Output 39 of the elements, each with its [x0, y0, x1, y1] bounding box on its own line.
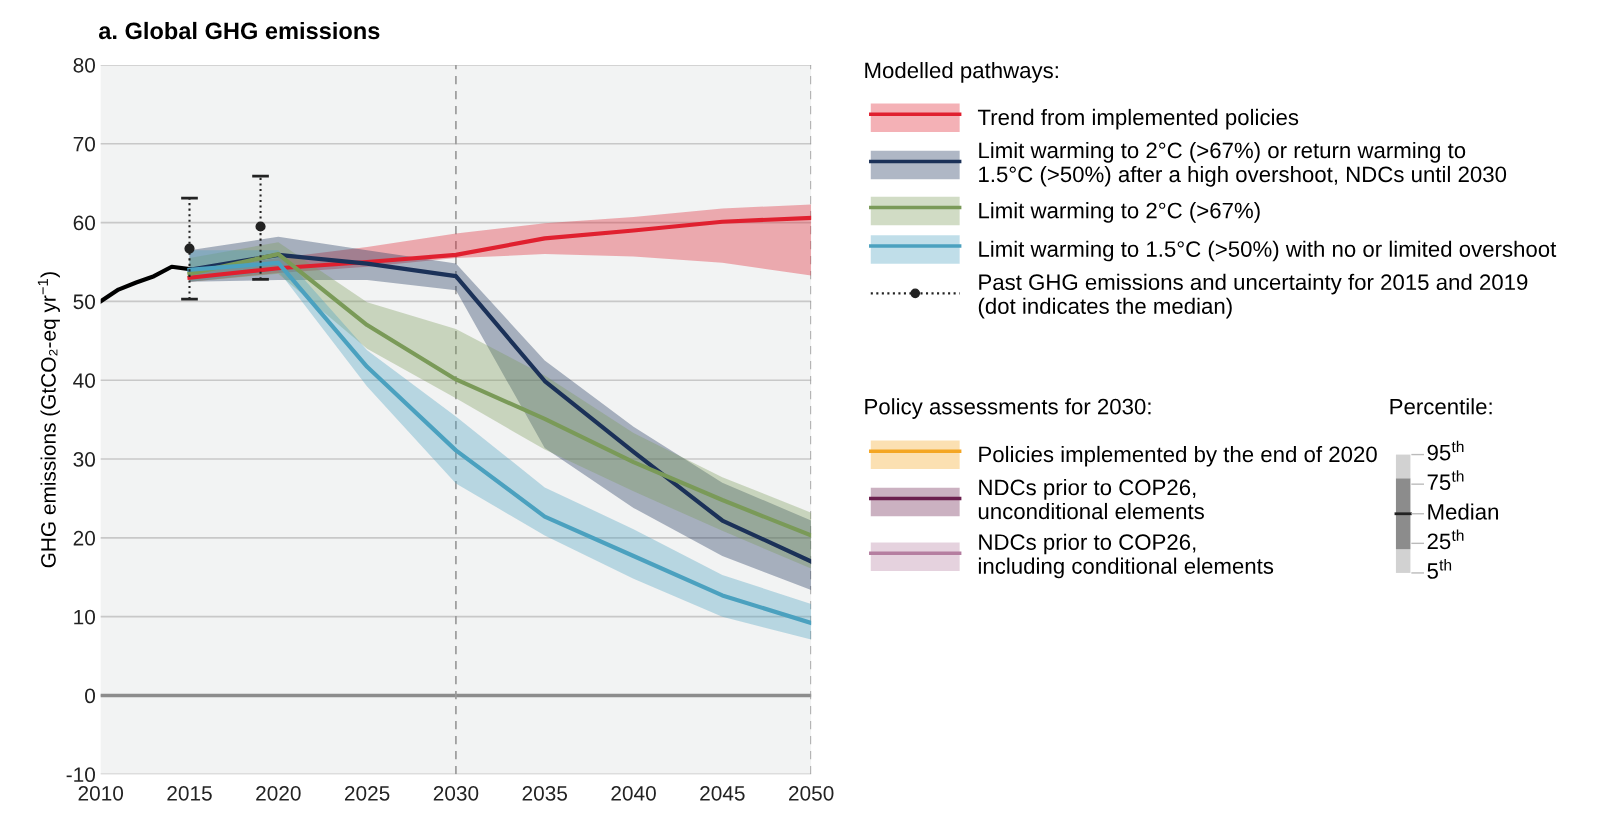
legend-label: Trend from implemented policies	[977, 108, 1299, 130]
text: 25$^{th}$	[1427, 529, 1464, 550]
legend-label: NDCs prior to COP26, including conditional elements	[978, 533, 1274, 579]
y-tick-label: 70	[73, 136, 96, 152]
x-tick-label: 2035	[522, 785, 568, 801]
x-tick-label: 2010	[78, 785, 124, 801]
text: Modelled pathways:	[865, 61, 1058, 83]
x-tick-label: 2025	[344, 785, 390, 801]
y-tick-label: 20	[73, 530, 96, 546]
legend-label: Limit warming to 2°C (>67%)	[979, 202, 1260, 223]
text: 5$^{th}$	[1427, 559, 1452, 579]
y-tick-label: 40	[73, 373, 96, 388]
chart-title: a. Global GHG emissions	[98, 21, 380, 40]
y-tick-label: 10	[74, 609, 96, 625]
y-tick-label: 80	[73, 57, 96, 73]
x-tick-label: 2045	[700, 785, 745, 801]
x-tick-label: 2050	[789, 785, 834, 801]
text: 75$^{th}$	[1427, 470, 1464, 491]
x-tick-label: 2020	[256, 785, 301, 801]
y-tick-label: -10	[66, 767, 96, 783]
text: Percentile:	[1390, 398, 1492, 415]
y-tick-label: 50	[73, 294, 96, 310]
x-tick-label: 2030	[433, 785, 479, 801]
x-tick-label: 2040	[611, 785, 656, 801]
y-tick-label: 0	[85, 688, 96, 704]
line-series	[187, 215, 812, 280]
x-tick-label: 2015	[167, 785, 212, 801]
legend-label: Past GHG emissions and uncertainty for 2015 and 2019 (dot indicates the median)	[978, 273, 1528, 319]
text: Policy assessments for 2030:	[865, 398, 1151, 419]
y-tick-label: 60	[73, 215, 96, 231]
legend-label: Limit warming to 1.5°C (>50%) with no or limited overshoot	[979, 240, 1557, 262]
text: 95$^{th}$	[1427, 440, 1464, 461]
line-series	[100, 264, 192, 304]
y-axis-title: GHG emissions (GtCO₂-eq yr$^{−1}$)	[37, 272, 60, 568]
legend-label: Policies implemented by the end of 2020	[979, 445, 1377, 467]
y-tick-label: 30	[73, 452, 96, 467]
legend-label: NDCs prior to COP26, unconditional elements	[978, 478, 1204, 520]
legend-label: Limit warming to 2°C (>67%) or return warming to 1.5°C (>50%) after a high overshoot, NDCs until 2030	[979, 141, 1507, 187]
text: Median	[1428, 503, 1498, 520]
